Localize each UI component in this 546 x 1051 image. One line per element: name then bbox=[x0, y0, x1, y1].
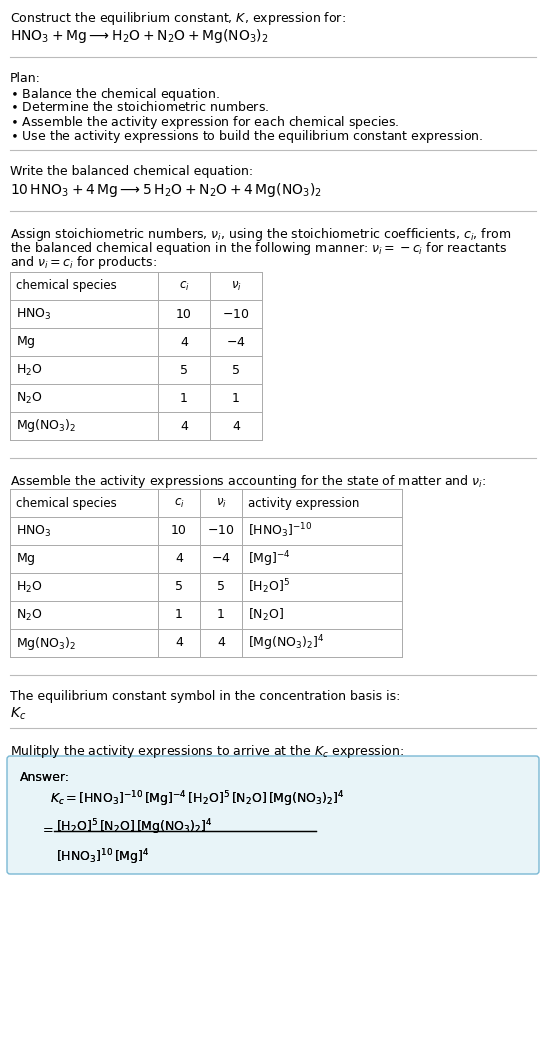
Text: $[\mathrm{HNO_3}]^{10}\,[\mathrm{Mg}]^{4}$: $[\mathrm{HNO_3}]^{10}\,[\mathrm{Mg}]^{4… bbox=[56, 847, 150, 867]
Text: $\mathrm{N_2O}$: $\mathrm{N_2O}$ bbox=[16, 607, 43, 622]
Text: $\bullet$ Determine the stoichiometric numbers.: $\bullet$ Determine the stoichiometric n… bbox=[10, 100, 269, 114]
Text: chemical species: chemical species bbox=[16, 280, 117, 292]
Text: 4: 4 bbox=[175, 637, 183, 650]
Text: 10: 10 bbox=[171, 524, 187, 537]
Text: $[\mathrm{H_2O}]^{5}\,[\mathrm{N_2O}]\,[\mathrm{Mg(NO_3)_2}]^{4}$: $[\mathrm{H_2O}]^{5}\,[\mathrm{N_2O}]\,[… bbox=[56, 817, 213, 837]
Text: $[\mathrm{N_2O}]$: $[\mathrm{N_2O}]$ bbox=[248, 606, 284, 623]
Text: Answer:: Answer: bbox=[20, 771, 70, 784]
Text: $-4$: $-4$ bbox=[226, 335, 246, 349]
Text: 4: 4 bbox=[232, 419, 240, 433]
Text: $=$: $=$ bbox=[40, 823, 54, 836]
Text: 5: 5 bbox=[232, 364, 240, 376]
Text: 1: 1 bbox=[175, 609, 183, 621]
Text: Assign stoichiometric numbers, $\nu_i$, using the stoichiometric coefficients, $: Assign stoichiometric numbers, $\nu_i$, … bbox=[10, 226, 511, 243]
Text: $K_c$: $K_c$ bbox=[10, 706, 26, 722]
Text: $\mathrm{Mg}$: $\mathrm{Mg}$ bbox=[16, 334, 35, 350]
Text: 4: 4 bbox=[175, 553, 183, 565]
Text: 4: 4 bbox=[217, 637, 225, 650]
Text: Plan:: Plan: bbox=[10, 73, 41, 85]
Text: $\mathrm{Mg(NO_3)_2}$: $\mathrm{Mg(NO_3)_2}$ bbox=[16, 417, 76, 434]
Text: $=$: $=$ bbox=[40, 823, 54, 836]
Text: $\mathrm{HNO_3}$: $\mathrm{HNO_3}$ bbox=[16, 307, 51, 322]
Text: Answer:: Answer: bbox=[20, 771, 70, 784]
Text: $\bullet$ Use the activity expressions to build the equilibrium constant express: $\bullet$ Use the activity expressions t… bbox=[10, 128, 483, 145]
Text: 10: 10 bbox=[176, 308, 192, 321]
Text: $\bullet$ Balance the chemical equation.: $\bullet$ Balance the chemical equation. bbox=[10, 86, 220, 103]
Text: chemical species: chemical species bbox=[16, 496, 117, 510]
Text: Assemble the activity expressions accounting for the state of matter and $\nu_i$: Assemble the activity expressions accoun… bbox=[10, 473, 486, 490]
Text: $[\mathrm{H_2O}]^{5}\,[\mathrm{N_2O}]\,[\mathrm{Mg(NO_3)_2}]^{4}$: $[\mathrm{H_2O}]^{5}\,[\mathrm{N_2O}]\,[… bbox=[56, 817, 213, 837]
Text: Mulitply the activity expressions to arrive at the $K_c$ expression:: Mulitply the activity expressions to arr… bbox=[10, 743, 404, 760]
Text: $c_i$: $c_i$ bbox=[179, 280, 189, 292]
Text: $[\mathrm{H_2O}]^{5}$: $[\mathrm{H_2O}]^{5}$ bbox=[248, 578, 290, 596]
Text: $K_c = [\mathrm{HNO_3}]^{-10}\,[\mathrm{Mg}]^{-4}\,[\mathrm{H_2O}]^{5}\,[\mathrm: $K_c = [\mathrm{HNO_3}]^{-10}\,[\mathrm{… bbox=[50, 789, 345, 808]
Text: $\mathrm{10\,HNO_3 + 4\,Mg \longrightarrow 5\,H_2O + N_2O + 4\,Mg(NO_3)_2}$: $\mathrm{10\,HNO_3 + 4\,Mg \longrightarr… bbox=[10, 181, 322, 199]
Text: $K_c = [\mathrm{HNO_3}]^{-10}\,[\mathrm{Mg}]^{-4}\,[\mathrm{H_2O}]^{5}\,[\mathrm: $K_c = [\mathrm{HNO_3}]^{-10}\,[\mathrm{… bbox=[50, 789, 345, 808]
Text: $-4$: $-4$ bbox=[211, 553, 231, 565]
Text: the balanced chemical equation in the following manner: $\nu_i = -c_i$ for react: the balanced chemical equation in the fo… bbox=[10, 240, 507, 257]
Text: 5: 5 bbox=[217, 580, 225, 594]
Text: $\mathrm{HNO_3}$: $\mathrm{HNO_3}$ bbox=[16, 523, 51, 538]
Text: 1: 1 bbox=[217, 609, 225, 621]
Text: $\mathrm{Mg(NO_3)_2}$: $\mathrm{Mg(NO_3)_2}$ bbox=[16, 635, 76, 652]
Text: $\mathrm{H_2O}$: $\mathrm{H_2O}$ bbox=[16, 363, 43, 377]
FancyBboxPatch shape bbox=[7, 756, 539, 874]
Text: 4: 4 bbox=[180, 335, 188, 349]
Text: The equilibrium constant symbol in the concentration basis is:: The equilibrium constant symbol in the c… bbox=[10, 691, 400, 703]
Text: 1: 1 bbox=[232, 392, 240, 405]
Text: 5: 5 bbox=[180, 364, 188, 376]
Text: and $\nu_i = c_i$ for products:: and $\nu_i = c_i$ for products: bbox=[10, 254, 157, 271]
Text: $[\mathrm{Mg(NO_3)_2}]^{4}$: $[\mathrm{Mg(NO_3)_2}]^{4}$ bbox=[248, 633, 325, 653]
Text: Construct the equilibrium constant, $K$, expression for:: Construct the equilibrium constant, $K$,… bbox=[10, 11, 346, 27]
Text: $\mathrm{N_2O}$: $\mathrm{N_2O}$ bbox=[16, 391, 43, 406]
Text: $[\mathrm{HNO_3}]^{10}\,[\mathrm{Mg}]^{4}$: $[\mathrm{HNO_3}]^{10}\,[\mathrm{Mg}]^{4… bbox=[56, 847, 150, 867]
Text: $-10$: $-10$ bbox=[222, 308, 250, 321]
Text: activity expression: activity expression bbox=[248, 496, 359, 510]
Text: 1: 1 bbox=[180, 392, 188, 405]
Text: $\nu_i$: $\nu_i$ bbox=[230, 280, 241, 292]
Text: $\nu_i$: $\nu_i$ bbox=[216, 496, 227, 510]
Text: $c_i$: $c_i$ bbox=[174, 496, 185, 510]
Text: $\mathrm{H_2O}$: $\mathrm{H_2O}$ bbox=[16, 579, 43, 595]
Text: $\mathrm{HNO_3 + Mg \longrightarrow H_2O + N_2O + Mg(NO_3)_2}$: $\mathrm{HNO_3 + Mg \longrightarrow H_2O… bbox=[10, 27, 269, 45]
Text: $-10$: $-10$ bbox=[207, 524, 235, 537]
Text: 4: 4 bbox=[180, 419, 188, 433]
Text: $[\mathrm{Mg}]^{-4}$: $[\mathrm{Mg}]^{-4}$ bbox=[248, 550, 291, 569]
Text: 5: 5 bbox=[175, 580, 183, 594]
Text: $\mathrm{Mg}$: $\mathrm{Mg}$ bbox=[16, 551, 35, 566]
Text: $\bullet$ Assemble the activity expression for each chemical species.: $\bullet$ Assemble the activity expressi… bbox=[10, 114, 400, 131]
Text: Write the balanced chemical equation:: Write the balanced chemical equation: bbox=[10, 165, 253, 178]
Text: $[\mathrm{HNO_3}]^{-10}$: $[\mathrm{HNO_3}]^{-10}$ bbox=[248, 521, 312, 540]
